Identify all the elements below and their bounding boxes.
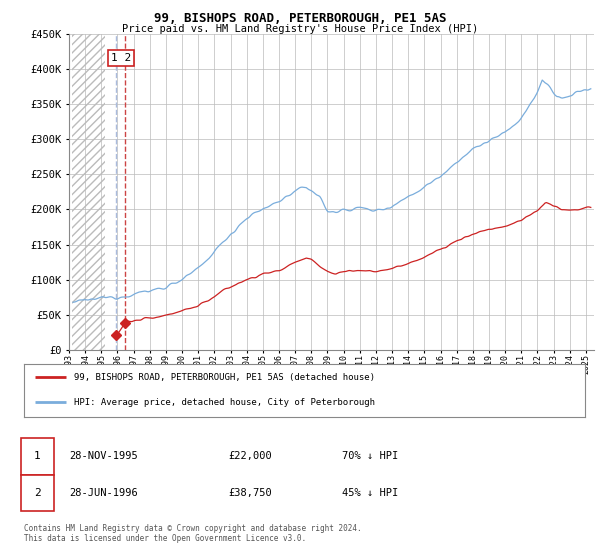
Text: £22,000: £22,000	[228, 451, 272, 461]
Text: 70% ↓ HPI: 70% ↓ HPI	[342, 451, 398, 461]
Text: 99, BISHOPS ROAD, PETERBOROUGH, PE1 5AS: 99, BISHOPS ROAD, PETERBOROUGH, PE1 5AS	[154, 12, 446, 25]
Text: Contains HM Land Registry data © Crown copyright and database right 2024.
This d: Contains HM Land Registry data © Crown c…	[24, 524, 362, 543]
Text: 1 2: 1 2	[111, 53, 131, 63]
Text: 28-JUN-1996: 28-JUN-1996	[69, 488, 138, 498]
Text: 2: 2	[34, 488, 41, 498]
Text: 99, BISHOPS ROAD, PETERBOROUGH, PE1 5AS (detached house): 99, BISHOPS ROAD, PETERBOROUGH, PE1 5AS …	[74, 373, 376, 382]
Text: Price paid vs. HM Land Registry's House Price Index (HPI): Price paid vs. HM Land Registry's House …	[122, 24, 478, 34]
Text: £38,750: £38,750	[228, 488, 272, 498]
Text: 1: 1	[34, 451, 41, 461]
Text: 45% ↓ HPI: 45% ↓ HPI	[342, 488, 398, 498]
Text: 28-NOV-1995: 28-NOV-1995	[69, 451, 138, 461]
Text: HPI: Average price, detached house, City of Peterborough: HPI: Average price, detached house, City…	[74, 398, 376, 407]
